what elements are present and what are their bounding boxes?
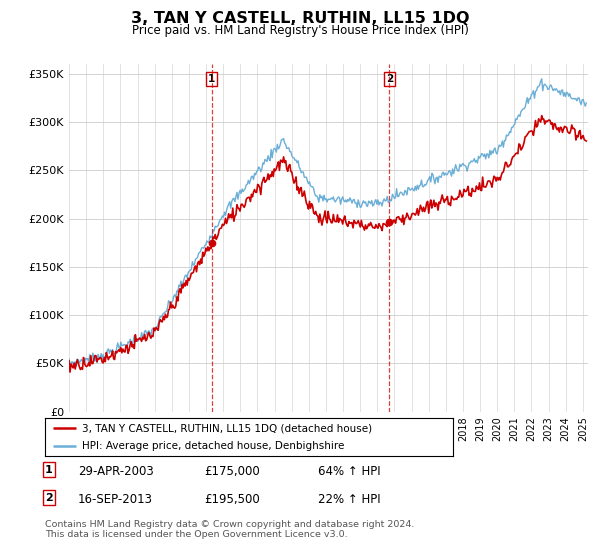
Text: Contains HM Land Registry data © Crown copyright and database right 2024.
This d: Contains HM Land Registry data © Crown c…	[45, 520, 415, 539]
Text: 16-SEP-2013: 16-SEP-2013	[78, 493, 153, 506]
Text: HPI: Average price, detached house, Denbighshire: HPI: Average price, detached house, Denb…	[82, 441, 344, 451]
Text: 29-APR-2003: 29-APR-2003	[78, 465, 154, 478]
Text: 3, TAN Y CASTELL, RUTHIN, LL15 1DQ: 3, TAN Y CASTELL, RUTHIN, LL15 1DQ	[131, 11, 469, 26]
Text: 1: 1	[45, 465, 53, 475]
Text: 2: 2	[45, 493, 53, 503]
Text: 2: 2	[386, 74, 393, 84]
Text: 64% ↑ HPI: 64% ↑ HPI	[318, 465, 380, 478]
Text: Price paid vs. HM Land Registry's House Price Index (HPI): Price paid vs. HM Land Registry's House …	[131, 24, 469, 36]
Text: 22% ↑ HPI: 22% ↑ HPI	[318, 493, 380, 506]
Text: £175,000: £175,000	[204, 465, 260, 478]
Text: 1: 1	[208, 74, 215, 84]
Text: 3, TAN Y CASTELL, RUTHIN, LL15 1DQ (detached house): 3, TAN Y CASTELL, RUTHIN, LL15 1DQ (deta…	[82, 423, 372, 433]
Text: £195,500: £195,500	[204, 493, 260, 506]
